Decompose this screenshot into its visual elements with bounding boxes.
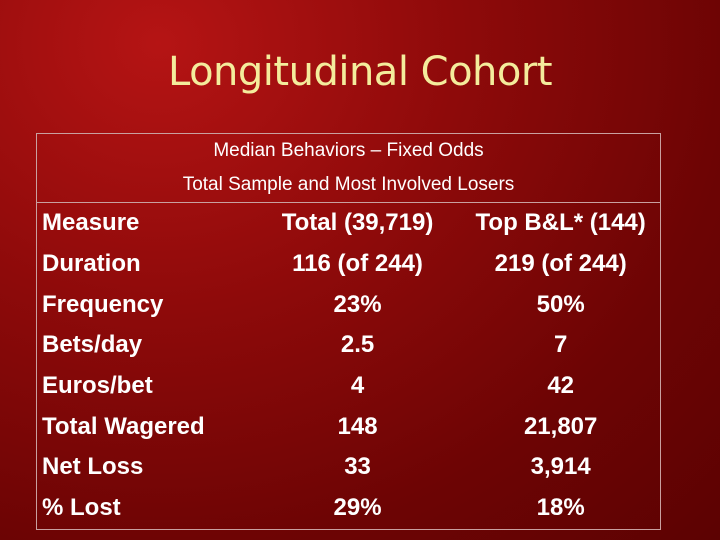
table-frame <box>36 133 661 530</box>
cell-top-bl: 3,914 <box>530 453 591 481</box>
table-header-row: Measure Total (39,719) Top B&L* (144) <box>36 203 661 244</box>
cell-total: 33 <box>344 453 371 481</box>
cell-total: 148 <box>337 412 378 440</box>
cell-total: 23% <box>333 290 382 318</box>
cell-top-bl: 42 <box>547 372 575 400</box>
table-row: % Lost 29% 18% <box>36 488 661 529</box>
cell-top-bl: 21,807 <box>523 412 598 440</box>
cell-top-bl: 7 <box>553 331 568 359</box>
row-label: Euros/bet <box>42 372 153 400</box>
row-label: Duration <box>42 250 141 278</box>
header-measure: Measure <box>42 209 140 237</box>
cell-top-bl: 50% <box>536 290 585 318</box>
table-row: Frequency 23% 50% <box>36 284 661 325</box>
header-total: Total (39,719) <box>281 209 434 237</box>
table-subtitle-line1: Median Behaviors – Fixed Odds <box>213 140 484 161</box>
table-row: Total Wagered 148 21,807 <box>36 406 661 447</box>
cell-total: 29% <box>333 494 382 522</box>
cell-total: 4 <box>350 372 365 400</box>
row-label: Net Loss <box>42 453 144 481</box>
behaviors-table: Measure Total (39,719) Top B&L* (144) Du… <box>36 203 661 529</box>
row-label: % Lost <box>42 494 121 522</box>
row-label: Total Wagered <box>42 412 205 440</box>
header-top-bl: Top B&L* (144) <box>475 209 646 237</box>
table-row: Euros/bet 4 42 <box>36 366 661 407</box>
cell-top-bl: 219 (of 244) <box>494 250 627 278</box>
header-divider <box>37 202 660 203</box>
table-subtitle-line2: Total Sample and Most Involved Losers <box>182 174 515 195</box>
cell-top-bl: 18% <box>536 494 585 522</box>
table-row: Duration 116 (of 244) 219 (of 244) <box>36 244 661 285</box>
cell-total: 116 (of 244) <box>292 250 423 278</box>
table-row: Net Loss 33 3,914 <box>36 447 661 488</box>
row-label: Bets/day <box>42 331 143 359</box>
slide-title: Longitudinal Cohort <box>168 49 553 95</box>
cell-total: 2.5 <box>340 331 375 359</box>
row-label: Frequency <box>42 290 164 318</box>
table-row: Bets/day 2.5 7 <box>36 325 661 366</box>
